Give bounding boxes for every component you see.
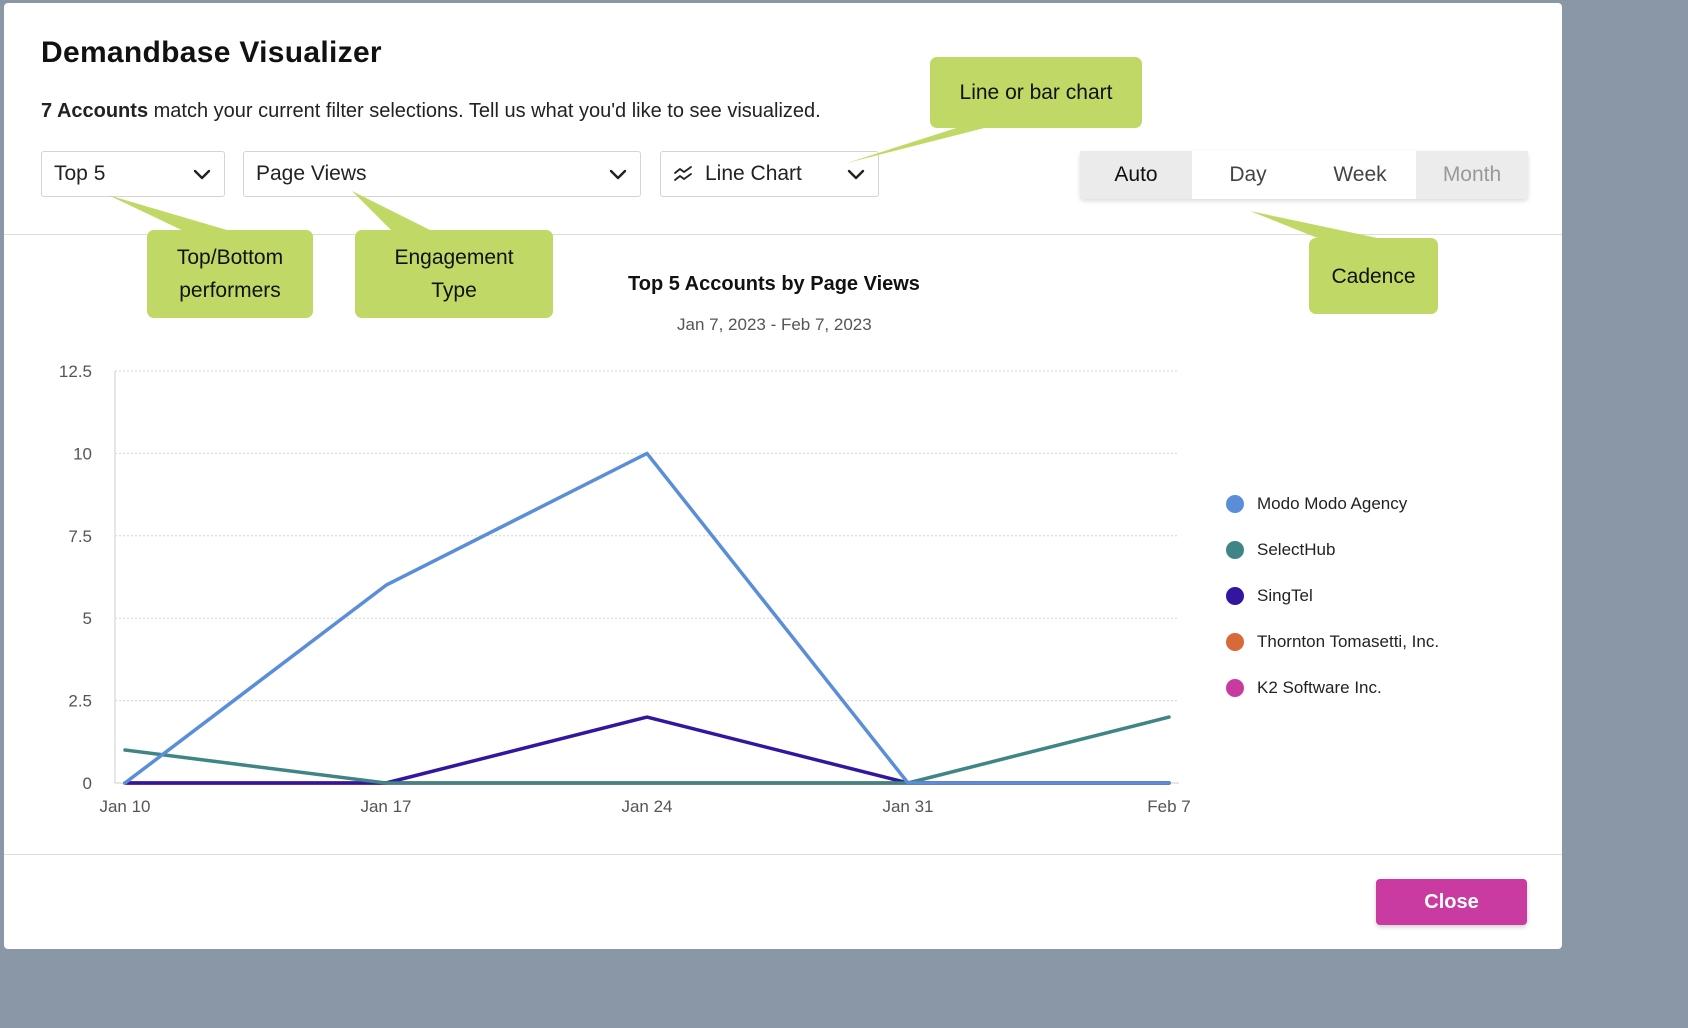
cadence-option-auto[interactable]: Auto	[1080, 151, 1192, 199]
cadence-option-day[interactable]: Day	[1192, 151, 1304, 199]
legend-label: K2 Software Inc.	[1257, 678, 1382, 697]
legend-label: SelectHub	[1257, 540, 1336, 559]
legend-label: Modo Modo Agency	[1257, 494, 1408, 513]
engagement-select[interactable]: Page Views	[243, 151, 641, 197]
cadence-toggle: Auto Day Week Month	[1080, 151, 1528, 199]
legend-item[interactable]: K2 Software Inc.	[1226, 665, 1439, 711]
x-tick-label: Jan 31	[882, 797, 933, 816]
chart-title: Top 5 Accounts by Page Views	[628, 273, 920, 295]
y-tick-label: 12.5	[59, 362, 92, 381]
callout-chart-type: Line or bar chart	[930, 57, 1142, 128]
chart-legend: Modo Modo Agency SelectHub SingTel Thornton…	[1226, 481, 1439, 711]
visualizer-modal: Demandbase Visualizer 7 Accounts match y…	[4, 3, 1562, 949]
series-line	[123, 451, 1171, 785]
header-divider	[4, 234, 1562, 235]
chart-type-select-value: Line Chart	[705, 162, 802, 185]
account-count: 7 Accounts	[41, 100, 149, 122]
legend-dot	[1226, 679, 1244, 697]
callout-performers-line1: Top/Bottom	[176, 246, 284, 269]
y-tick-label: 10	[73, 444, 92, 463]
y-tick-label: 5	[83, 609, 92, 628]
callout-engagement-line1: Engagement	[394, 246, 514, 269]
chevron-down-icon	[193, 169, 211, 180]
chevron-down-icon	[609, 169, 627, 180]
filter-summary-text: match your current filter selections. Te…	[148, 100, 821, 122]
callout-engagement: Engagement Type	[355, 230, 553, 318]
callout-performers-line2: performers	[179, 279, 281, 302]
legend-dot	[1226, 587, 1244, 605]
y-tick-label: 2.5	[68, 692, 92, 711]
x-tick-label: Jan 10	[99, 797, 150, 816]
legend-dot	[1226, 633, 1244, 651]
engagement-select-value: Page Views	[256, 162, 367, 185]
cadence-option-week[interactable]: Week	[1304, 151, 1416, 199]
callout-chart-type-text: Line or bar chart	[959, 81, 1113, 104]
legend-item[interactable]: SingTel	[1226, 573, 1439, 619]
line-chart: 0 2.5 5 7.5 10 12.5 Jan 10 Jan 17 Jan 24 Jan 31 Fe…	[59, 362, 1191, 816]
series-line	[123, 715, 1171, 785]
line-chart-icon	[674, 166, 692, 181]
chart-type-select[interactable]: Line Chart	[660, 151, 879, 197]
x-tick-label: Jan 24	[621, 797, 672, 816]
legend-label: Thornton Tomasetti, Inc.	[1257, 632, 1440, 651]
callout-cadence: Cadence	[1309, 238, 1438, 314]
legend-item[interactable]: SelectHub	[1226, 527, 1439, 573]
x-tick-label: Feb 7	[1147, 797, 1190, 816]
cadence-option-month[interactable]: Month	[1416, 151, 1528, 199]
chevron-down-icon	[847, 169, 865, 180]
x-tick-label: Jan 17	[360, 797, 411, 816]
series-line	[123, 715, 1171, 785]
y-tick-label: 0	[83, 774, 92, 793]
legend-dot	[1226, 495, 1244, 513]
chart-date-range: Jan 7, 2023 - Feb 7, 2023	[677, 315, 872, 334]
filter-summary: 7 Accounts match your current filter sel…	[41, 100, 821, 123]
legend-dot	[1226, 541, 1244, 559]
callout-engagement-line2: Type	[431, 279, 477, 302]
modal-title: Demandbase Visualizer	[41, 36, 382, 69]
callout-performers: Top/Bottom performers	[147, 230, 313, 318]
callout-cadence-text: Cadence	[1331, 264, 1416, 288]
y-tick-label: 7.5	[68, 527, 92, 546]
close-button[interactable]: Close	[1376, 879, 1527, 925]
footer-divider	[4, 854, 1562, 855]
legend-label: SingTel	[1257, 586, 1313, 605]
performers-select-value: Top 5	[54, 162, 106, 185]
legend-item[interactable]: Modo Modo Agency	[1226, 481, 1439, 527]
legend-item[interactable]: Thornton Tomasetti, Inc.	[1226, 619, 1439, 665]
